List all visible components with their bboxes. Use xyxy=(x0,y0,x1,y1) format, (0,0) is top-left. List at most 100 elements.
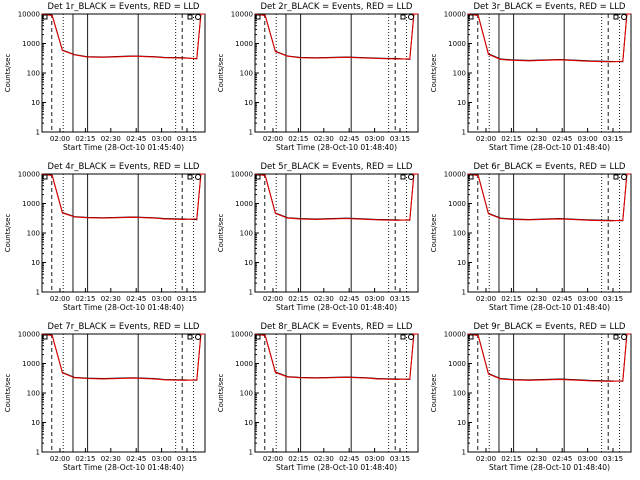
x-tick-label: 02:00 xyxy=(263,135,283,143)
end-marker-circle xyxy=(408,174,414,180)
x-tick-label: 02:00 xyxy=(476,455,496,463)
y-tick-label: 10 xyxy=(457,419,466,427)
y-axis-label: Counts/sec xyxy=(430,214,438,253)
x-tick-label: 03:15 xyxy=(603,295,623,303)
x-tick-label: 02:45 xyxy=(552,455,572,463)
start-marker xyxy=(468,14,474,20)
plot-frame xyxy=(254,333,419,453)
x-tick-label: 02:15 xyxy=(75,455,95,463)
lld-series-line xyxy=(41,173,205,220)
x-tick-label: 02:30 xyxy=(527,135,547,143)
y-tick-label: 1000 xyxy=(235,360,253,368)
x-tick-label: 02:00 xyxy=(476,135,496,143)
start-marker xyxy=(255,14,261,20)
y-tick-label: 10 xyxy=(244,99,253,107)
plot-svg: Det 5r_BLACK = Events, RED = LLD 1 10 100 10… xyxy=(217,162,419,312)
y-tick-label: 100 xyxy=(453,390,466,398)
x-tick-label: 02:30 xyxy=(314,455,334,463)
y-tick-label: 100 xyxy=(27,70,40,78)
y-tick-label: 1 xyxy=(36,449,40,457)
y-tick-label: 1000 xyxy=(22,200,40,208)
x-tick-label: 02:30 xyxy=(527,455,547,463)
lld-series-line xyxy=(41,13,205,60)
x-tick-label: 02:45 xyxy=(339,455,359,463)
plot-title: Det 3r_BLACK = Events, RED = LLD xyxy=(474,2,626,12)
x-tick-label: 02:00 xyxy=(50,135,70,143)
end-marker-circle xyxy=(195,174,201,180)
y-tick-label: 10000 xyxy=(231,11,253,19)
detector-plot-5: Det 5r_BLACK = Events, RED = LLD 1 10 100 10… xyxy=(213,160,426,320)
y-axis-label: Counts/sec xyxy=(4,374,12,413)
end-marker-square xyxy=(400,174,406,180)
start-marker xyxy=(255,334,261,340)
start-marker xyxy=(42,334,48,340)
lld-series-line xyxy=(41,333,205,381)
x-tick-label: 02:45 xyxy=(126,455,146,463)
y-axis-label: Counts/sec xyxy=(430,374,438,413)
y-tick-label: 1 xyxy=(249,449,253,457)
y-tick-label: 10000 xyxy=(444,331,466,339)
x-tick-label: 03:00 xyxy=(365,455,385,463)
y-tick-label: 10000 xyxy=(18,171,40,179)
y-tick-label: 100 xyxy=(453,70,466,78)
x-tick-label: 02:15 xyxy=(75,295,95,303)
end-marker-circle xyxy=(408,14,414,20)
plot-frame xyxy=(41,173,206,293)
detector-plot-8: Det 8r_BLACK = Events, RED = LLD 1 10 100 10… xyxy=(213,320,426,480)
x-tick-label: 03:00 xyxy=(152,295,172,303)
detector-plot-4: Det 4r_BLACK = Events, RED = LLD 1 10 100 10… xyxy=(0,160,213,320)
y-tick-label: 100 xyxy=(453,230,466,238)
y-tick-label: 10000 xyxy=(444,171,466,179)
detector-plot-2: Det 2r_BLACK = Events, RED = LLD 1 10 100 10… xyxy=(213,0,426,160)
x-tick-label: 03:15 xyxy=(390,135,410,143)
x-tick-label: 02:45 xyxy=(552,295,572,303)
plot-frame xyxy=(467,333,632,453)
detector-plot-9: Det 9r_BLACK = Events, RED = LLD 1 10 100 10… xyxy=(426,320,639,480)
plot-title: Det 6r_BLACK = Events, RED = LLD xyxy=(474,162,626,172)
y-axis-label: Counts/sec xyxy=(217,54,225,93)
x-tick-label: 03:15 xyxy=(177,295,197,303)
x-tick-label: 03:00 xyxy=(365,295,385,303)
plot-title: Det 2r_BLACK = Events, RED = LLD xyxy=(261,2,413,12)
detector-plot-3: Det 3r_BLACK = Events, RED = LLD 1 10 100 10… xyxy=(426,0,639,160)
x-tick-label: 03:15 xyxy=(177,455,197,463)
x-axis-label: Start Time (28-Oct-10 01:48:40) xyxy=(276,463,397,472)
lld-series-line xyxy=(254,13,418,60)
x-tick-label: 02:45 xyxy=(552,135,572,143)
y-tick-label: 1000 xyxy=(235,200,253,208)
end-marker-square xyxy=(613,14,619,20)
lld-series-line xyxy=(254,173,418,221)
x-tick-label: 02:30 xyxy=(314,295,334,303)
x-axis-label: Start Time (28-Oct-10 01:48:40) xyxy=(276,143,397,152)
y-tick-label: 10000 xyxy=(18,331,40,339)
plot-title: Det 9r_BLACK = Events, RED = LLD xyxy=(474,322,626,332)
plot-title: Det 7r_BLACK = Events, RED = LLD xyxy=(48,322,200,332)
lld-series-line xyxy=(467,173,631,222)
plot-frame xyxy=(41,13,206,133)
x-tick-label: 03:00 xyxy=(152,455,172,463)
end-marker-square xyxy=(613,334,619,340)
x-axis-label: Start Time (28-Oct-10 01:48:40) xyxy=(276,303,397,312)
y-tick-label: 10 xyxy=(31,419,40,427)
x-tick-label: 02:30 xyxy=(101,295,121,303)
x-tick-label: 02:15 xyxy=(288,135,308,143)
plot-svg: Det 2r_BLACK = Events, RED = LLD 1 10 100 10… xyxy=(217,2,419,152)
x-tick-label: 03:00 xyxy=(365,135,385,143)
x-tick-label: 02:00 xyxy=(263,295,283,303)
events-series-line xyxy=(467,173,631,222)
y-tick-label: 10 xyxy=(244,259,253,267)
y-tick-label: 1 xyxy=(249,289,253,297)
end-marker-square xyxy=(187,14,193,20)
end-marker-square xyxy=(613,174,619,180)
y-tick-label: 1000 xyxy=(235,40,253,48)
lld-series-line xyxy=(254,333,418,380)
events-series-line xyxy=(254,173,418,221)
y-tick-label: 1 xyxy=(462,289,466,297)
y-tick-label: 10 xyxy=(244,419,253,427)
end-marker-circle xyxy=(195,334,201,340)
plot-svg: Det 7r_BLACK = Events, RED = LLD 1 10 100 10… xyxy=(4,322,206,472)
x-tick-label: 03:15 xyxy=(390,295,410,303)
y-axis-label: Counts/sec xyxy=(217,374,225,413)
y-tick-label: 100 xyxy=(240,70,253,78)
